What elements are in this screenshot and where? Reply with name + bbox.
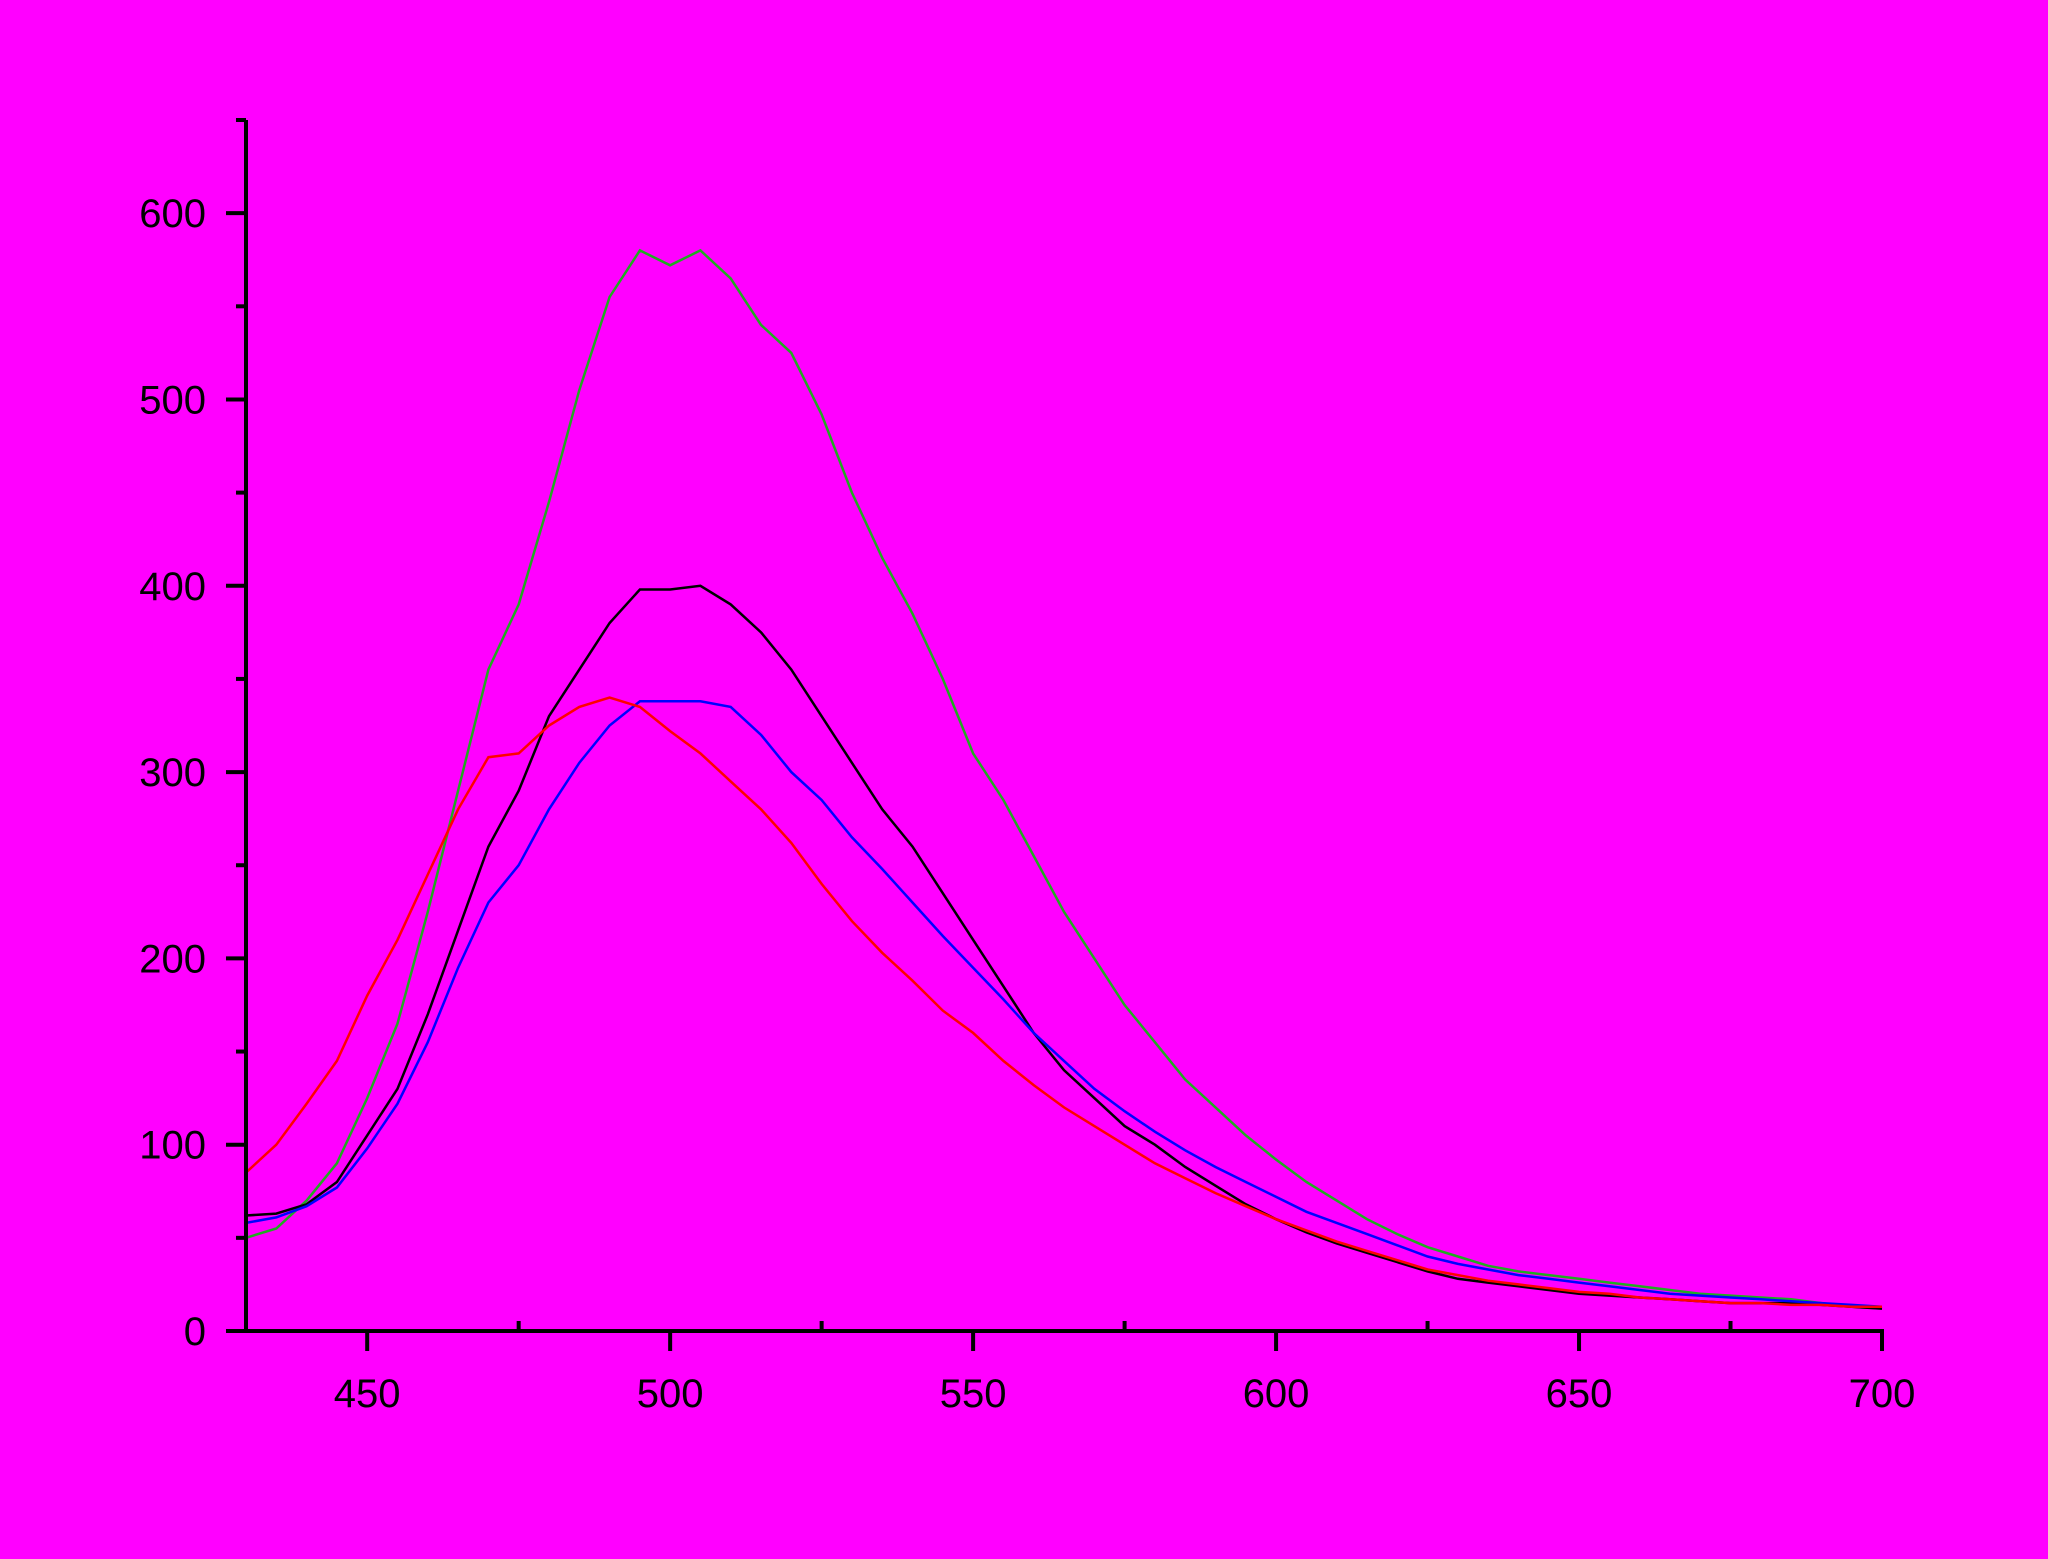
x-tick-label: 500 <box>637 1372 704 1416</box>
data-line <box>245 696 1882 1309</box>
data-line <box>245 248 1883 1310</box>
x-tick-label: 650 <box>1546 1372 1613 1416</box>
y-tick-label: 300 <box>139 751 206 795</box>
x-tick-label: 600 <box>1243 1372 1310 1416</box>
data-line <box>245 584 1883 1310</box>
y-tick-label: 200 <box>139 937 206 981</box>
y-tick-label: 100 <box>139 1124 206 1168</box>
y-tick-label: 600 <box>139 192 206 236</box>
x-tick-label: 550 <box>940 1372 1007 1416</box>
x-tick-label: 700 <box>1849 1372 1916 1416</box>
y-tick-label: 0 <box>184 1310 206 1354</box>
y-tick-label: 400 <box>139 565 206 609</box>
data-line <box>245 700 1883 1309</box>
x-tick-label: 450 <box>334 1372 401 1416</box>
y-tick-label: 500 <box>139 378 206 422</box>
